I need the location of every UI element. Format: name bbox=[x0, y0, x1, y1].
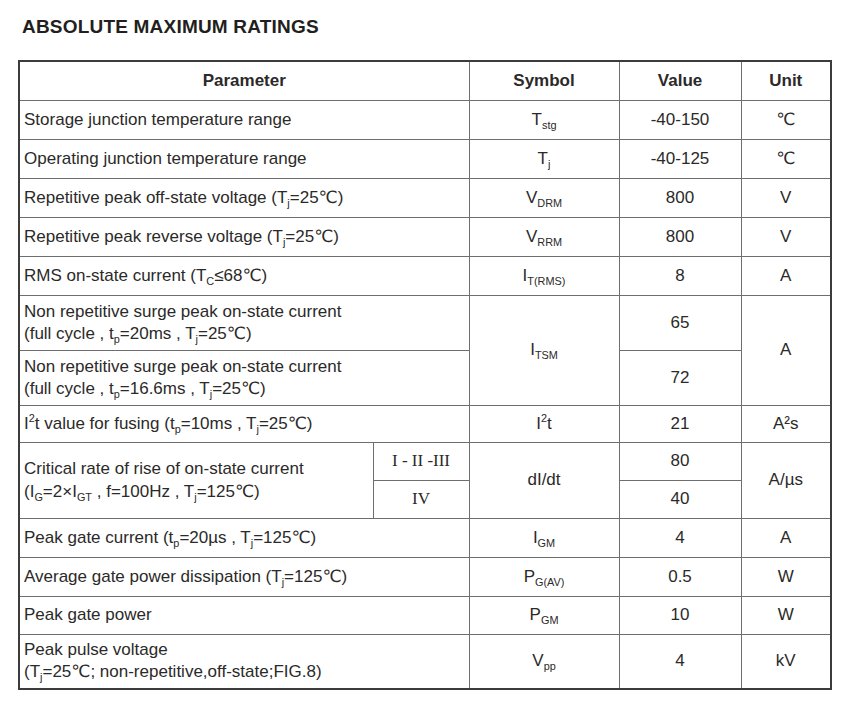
symbol-cell: I2t bbox=[469, 406, 619, 443]
table-row: Operating junction temperature range Tj … bbox=[19, 140, 831, 179]
symbol-cell: Vpp bbox=[469, 635, 619, 689]
value-cell: 4 bbox=[619, 635, 741, 689]
value-cell: 8 bbox=[619, 257, 741, 296]
header-row: Parameter Symbol Value Unit bbox=[19, 61, 831, 101]
param-cell: RMS on-state current (TC≤68℃) bbox=[19, 257, 469, 296]
table-row: Average gate power dissipation (Tj=125℃)… bbox=[19, 558, 831, 597]
param-cell: Storage junction temperature range bbox=[19, 101, 469, 140]
value-cell: 80 bbox=[619, 443, 741, 481]
symbol-cell: ITSM bbox=[469, 296, 619, 406]
param-cell: I2t value for fusing (tp=10ms , Tj=25℃) bbox=[19, 406, 469, 443]
table-row: Peak pulse voltage(Tj=25℃; non-repetitiv… bbox=[19, 635, 831, 689]
symbol-cell: PGM bbox=[469, 597, 619, 635]
header-parameter: Parameter bbox=[19, 61, 469, 101]
value-cell: -40-125 bbox=[619, 140, 741, 179]
unit-cell: kV bbox=[741, 635, 831, 689]
absolute-maximum-ratings-table: Parameter Symbol Value Unit Storage junc… bbox=[18, 60, 832, 690]
symbol-cell: PG(AV) bbox=[469, 558, 619, 597]
value-cell: 21 bbox=[619, 406, 741, 443]
thyristor-class-cell: I - II -III bbox=[373, 443, 469, 481]
value-cell: 40 bbox=[619, 481, 741, 519]
unit-cell: A bbox=[741, 257, 831, 296]
table-row: Repetitive peak off-state voltage (Tj=25… bbox=[19, 179, 831, 218]
unit-cell: A bbox=[741, 519, 831, 558]
symbol-cell: VDRM bbox=[469, 179, 619, 218]
unit-cell: W bbox=[741, 597, 831, 635]
header-unit: Unit bbox=[741, 61, 831, 101]
table-row: Critical rate of rise of on-state curren… bbox=[19, 443, 831, 481]
value-cell: 72 bbox=[619, 351, 741, 406]
param-cell: Operating junction temperature range bbox=[19, 140, 469, 179]
value-cell: 4 bbox=[619, 519, 741, 558]
unit-cell: V bbox=[741, 179, 831, 218]
param-cell: Peak gate power bbox=[19, 597, 469, 635]
unit-cell: A²s bbox=[741, 406, 831, 443]
param-cell: Peak gate current (tp=20µs , Tj=125℃) bbox=[19, 519, 469, 558]
value-cell: 0.5 bbox=[619, 558, 741, 597]
param-cell: Repetitive peak off-state voltage (Tj=25… bbox=[19, 179, 469, 218]
unit-cell: ℃ bbox=[741, 140, 831, 179]
param-cell: Average gate power dissipation (Tj=125℃) bbox=[19, 558, 469, 597]
symbol-cell: IGM bbox=[469, 519, 619, 558]
value-cell: 10 bbox=[619, 597, 741, 635]
unit-cell: V bbox=[741, 218, 831, 257]
unit-cell: ℃ bbox=[741, 101, 831, 140]
header-value: Value bbox=[619, 61, 741, 101]
param-cell: Peak pulse voltage(Tj=25℃; non-repetitiv… bbox=[19, 635, 469, 689]
symbol-cell: dI/dt bbox=[469, 443, 619, 519]
value-cell: 65 bbox=[619, 296, 741, 351]
page-title: ABSOLUTE MAXIMUM RATINGS bbox=[22, 16, 319, 38]
value-cell: 800 bbox=[619, 179, 741, 218]
unit-cell: W bbox=[741, 558, 831, 597]
value-cell: 800 bbox=[619, 218, 741, 257]
table-row: Peak gate power PGM 10 W bbox=[19, 597, 831, 635]
symbol-cell: Tstg bbox=[469, 101, 619, 140]
param-cell: Critical rate of rise of on-state curren… bbox=[19, 443, 373, 519]
value-cell: -40-150 bbox=[619, 101, 741, 140]
symbol-cell: IT(RMS) bbox=[469, 257, 619, 296]
table-row: RMS on-state current (TC≤68℃) IT(RMS) 8 … bbox=[19, 257, 831, 296]
header-symbol: Symbol bbox=[469, 61, 619, 101]
param-cell: Repetitive peak reverse voltage (Tj=25℃) bbox=[19, 218, 469, 257]
table-row: Repetitive peak reverse voltage (Tj=25℃)… bbox=[19, 218, 831, 257]
table-row: Storage junction temperature range Tstg … bbox=[19, 101, 831, 140]
table-row: Non repetitive surge peak on-state curre… bbox=[19, 351, 831, 406]
unit-cell: A bbox=[741, 296, 831, 406]
param-cell: Non repetitive surge peak on-state curre… bbox=[19, 351, 469, 406]
param-cell: Non repetitive surge peak on-state curre… bbox=[19, 296, 469, 351]
table-row: I2t value for fusing (tp=10ms , Tj=25℃) … bbox=[19, 406, 831, 443]
symbol-cell: VRRM bbox=[469, 218, 619, 257]
thyristor-class-cell: IV bbox=[373, 481, 469, 519]
symbol-cell: Tj bbox=[469, 140, 619, 179]
table-row: Non repetitive surge peak on-state curre… bbox=[19, 296, 831, 351]
unit-cell: A/µs bbox=[741, 443, 831, 519]
table-row: Peak gate current (tp=20µs , Tj=125℃) IG… bbox=[19, 519, 831, 558]
